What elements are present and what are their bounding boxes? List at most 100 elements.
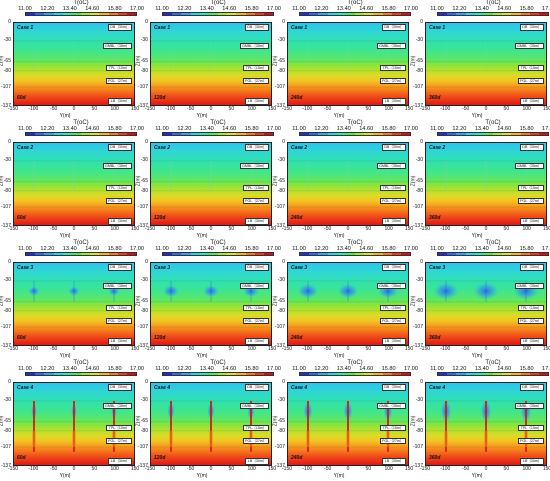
heatmap-svg xyxy=(151,263,271,345)
layer-tag: TPL（15m） xyxy=(106,184,132,192)
colorbar-swatch xyxy=(364,133,374,135)
layer-tag: PGL（27m） xyxy=(105,317,132,325)
x-tick-label: 150 xyxy=(404,106,414,112)
y-tick-label: 0 xyxy=(145,18,148,25)
x-tick-label: -100 xyxy=(302,466,313,472)
layer-tag: LB（30m） xyxy=(108,338,132,345)
x-tick-label: -50 xyxy=(187,346,195,352)
x-axis-label: Y(m) xyxy=(196,113,208,119)
x-tick-label: -100 xyxy=(28,226,39,232)
x-tick-label: 150 xyxy=(404,346,414,352)
colorbar-swatch xyxy=(345,13,356,15)
colorbar-swatch xyxy=(26,373,36,375)
temperature-field xyxy=(151,263,271,345)
x-tick-label: -50 xyxy=(324,106,332,112)
x-tick-label: 100 xyxy=(384,226,393,232)
colorbar-swatch xyxy=(529,253,539,255)
day-label: 240d xyxy=(291,95,303,101)
layer-tag: TPL（15m） xyxy=(243,64,269,72)
x-tick-label: -150 xyxy=(281,226,293,232)
day-label: 120d xyxy=(154,335,166,341)
colorbar-swatch xyxy=(336,133,346,135)
y-tick-label: -65 xyxy=(277,298,285,305)
colorbar-title: T(oC) xyxy=(485,360,501,366)
colorbar-swatch xyxy=(300,373,310,375)
x-axis-label: Y(m) xyxy=(471,353,483,359)
colorbar-swatch xyxy=(227,13,237,15)
colorbar-swatch xyxy=(172,373,182,375)
y-tick-label: -65 xyxy=(140,298,148,305)
y-tick-label: -137 xyxy=(274,342,285,349)
y-tick-label: -65 xyxy=(3,418,11,425)
colorbar-tick-label: 17.00 xyxy=(130,6,144,12)
day-label: 60d xyxy=(17,455,26,461)
y-tick-label: -137 xyxy=(137,462,148,469)
colorbar-tick-label: 17.00 xyxy=(404,366,418,372)
x-tick-label: 50 xyxy=(365,346,372,352)
layer-tag: TPL（15m） xyxy=(518,184,544,192)
y-tick-label: -107 xyxy=(137,324,148,331)
colorbar-swatch xyxy=(529,373,539,375)
colorbar-swatch xyxy=(53,13,63,15)
colorbar-swatch xyxy=(327,133,337,135)
colorbar-swatch xyxy=(456,13,466,15)
x-tick-label: -100 xyxy=(28,346,39,352)
x-axis-label: Y(m) xyxy=(196,473,208,479)
x-tick-label: -150 xyxy=(419,466,431,472)
y-tick-label: -65 xyxy=(140,418,148,425)
layer-tag: DB（30m） xyxy=(107,24,132,31)
colorbar xyxy=(162,12,274,16)
colorbar-tick-label: 15.80 xyxy=(244,126,259,132)
x-tick-label: 0 xyxy=(346,466,350,472)
x-tick-label: 50 xyxy=(503,106,510,112)
layer-tag: PGL（27m） xyxy=(379,77,406,85)
colorbar-tick-label: 11.00 xyxy=(155,6,169,12)
x-tick-label: -100 xyxy=(165,226,176,232)
colorbar-swatch xyxy=(172,253,182,255)
layer-tag: GMBL（35m） xyxy=(239,162,269,170)
colorbar-tick-label: 15.80 xyxy=(107,246,122,252)
colorbar-swatch xyxy=(438,253,448,255)
colorbar xyxy=(25,252,137,256)
x-tick-label: 0 xyxy=(72,226,76,232)
colorbar-ticks: 11.00 12.20 13.40 14.60 15.80 17.00 xyxy=(18,246,144,252)
layer-tag: GMBL（35m） xyxy=(239,42,269,50)
y-tick-label: -107 xyxy=(412,204,423,211)
heatmap-plot-area: Case 4 120d DB（30m） GMBL（35m） TPL（15m） PGL（27… xyxy=(150,382,272,466)
y-tick-label: -80 xyxy=(277,67,285,74)
y-tick-label: -30 xyxy=(3,156,11,163)
x-tick-label: 100 xyxy=(110,466,119,472)
colorbar-tick-label: 11.00 xyxy=(430,366,444,372)
y-tick-label: -80 xyxy=(3,67,11,74)
heatmap-plot-area: Case 4 60d DB（30m） GMBL（35m） TPL（15m） PGL（27m… xyxy=(13,382,135,466)
heatmap-svg xyxy=(14,143,134,225)
x-tick-label: -150 xyxy=(7,106,19,112)
heatmap-panel: T(oC) 11.00 12.20 13.40 14.60 15.80 17.00 Case … xyxy=(410,0,550,120)
layer-tag: DB（30m） xyxy=(244,384,269,391)
day-label: 120d xyxy=(154,95,166,101)
colorbar-tick-label: 12.20 xyxy=(314,126,329,132)
colorbar-swatch xyxy=(190,133,200,135)
colorbar-swatch xyxy=(71,13,82,15)
colorbar-tick-label: 15.80 xyxy=(244,366,259,372)
layer-tag: LB（30m） xyxy=(520,218,544,225)
y-tick-label: -137 xyxy=(137,102,148,109)
y-tick-label: -30 xyxy=(415,156,423,163)
layer-tag: DB（30m） xyxy=(107,144,132,151)
x-tick-label: -50 xyxy=(462,226,470,232)
layer-tag: LB（30m） xyxy=(520,338,544,345)
colorbar-swatch xyxy=(465,13,475,15)
y-tick-label: -137 xyxy=(137,342,148,349)
x-tick-label: 150 xyxy=(267,226,277,232)
colorbar-ticks: 11.00 12.20 13.40 14.60 15.80 17.00 xyxy=(430,126,550,132)
y-tick-label: -137 xyxy=(274,102,285,109)
x-tick-label: -150 xyxy=(144,466,156,472)
colorbar-swatch xyxy=(245,13,255,15)
colorbar-tick-label: 11.00 xyxy=(18,126,32,132)
colorbar-title: T(oC) xyxy=(210,120,226,126)
colorbar-swatch xyxy=(81,373,91,375)
colorbar-swatch xyxy=(511,373,521,375)
x-axis-label: Y(m) xyxy=(471,233,483,239)
colorbar-swatch xyxy=(199,133,209,135)
y-tick-label: -107 xyxy=(274,324,285,331)
